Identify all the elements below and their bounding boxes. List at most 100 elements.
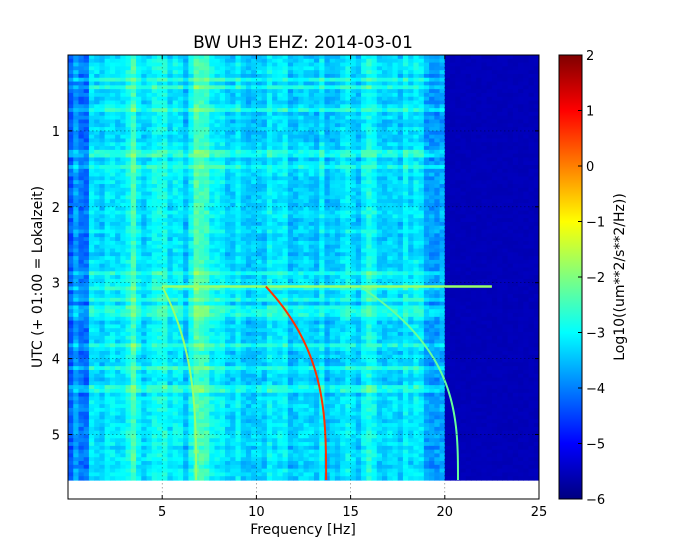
spectrogram-cell xyxy=(214,123,221,128)
spectrogram-cell xyxy=(177,168,184,174)
spectrogram-cell xyxy=(308,104,315,109)
spectrogram-cell xyxy=(198,66,205,71)
spectrogram-cell xyxy=(350,127,357,132)
spectrogram-cell xyxy=(298,138,305,143)
spectrogram-cell xyxy=(465,149,472,155)
spectrogram-cell xyxy=(429,73,435,79)
spectrogram-cell xyxy=(130,81,137,86)
spectrogram-cell xyxy=(486,130,493,136)
spectrogram-cell xyxy=(481,108,488,113)
spectrogram-cell xyxy=(470,70,477,75)
spectrogram-cell xyxy=(402,100,409,105)
spectrogram-cell xyxy=(73,104,80,109)
spectrogram-cell xyxy=(371,146,378,151)
spectrogram-cell xyxy=(387,115,394,121)
spectrogram-cell xyxy=(188,240,195,246)
spectrogram-cell xyxy=(366,58,373,64)
spectrogram-cell xyxy=(518,111,524,117)
spectrogram-cell xyxy=(450,127,456,132)
spectrogram-cell xyxy=(434,153,441,159)
spectrogram-cell xyxy=(293,111,299,117)
spectrogram-cell xyxy=(313,161,320,166)
spectrogram-cell xyxy=(225,225,231,231)
spectrogram-cell xyxy=(293,248,299,253)
spectrogram-cell xyxy=(78,115,85,121)
spectrogram-cell xyxy=(460,89,467,94)
spectrogram-cell xyxy=(366,134,373,140)
spectrogram-cell xyxy=(78,237,85,242)
spectrogram-cell xyxy=(491,134,498,140)
spectrogram-cell xyxy=(230,210,237,215)
spectrogram-cell xyxy=(460,142,467,147)
spectrogram-cell xyxy=(83,157,90,162)
spectrogram-cell xyxy=(282,221,289,227)
spectrogram-cell xyxy=(245,81,252,86)
spectrogram-cell xyxy=(313,191,320,197)
spectrogram-cell xyxy=(156,89,163,94)
spectrogram-cell xyxy=(397,149,404,155)
spectrogram-cell xyxy=(512,252,519,257)
spectrogram-cell xyxy=(230,252,237,257)
spectrogram-cell xyxy=(277,221,284,227)
spectrogram-cell xyxy=(512,149,519,155)
spectrogram-cell xyxy=(83,161,90,166)
spectrogram-cell xyxy=(481,77,488,83)
spectrogram-cell xyxy=(146,248,153,253)
spectrogram-cell xyxy=(397,161,404,166)
spectrogram-cell xyxy=(156,240,163,246)
spectrogram-cell xyxy=(376,203,383,208)
spectrogram-cell xyxy=(434,187,441,193)
spectrogram-cell xyxy=(324,195,331,200)
spectrogram-cell xyxy=(162,252,169,257)
spectrogram-cell xyxy=(188,203,195,208)
spectrogram-cell xyxy=(434,111,441,117)
spectrogram-cell xyxy=(340,203,346,208)
spectrogram-cell xyxy=(444,168,451,174)
spectrogram-cell xyxy=(193,100,200,105)
spectrogram-cell xyxy=(78,100,85,105)
spectrogram-cell xyxy=(230,73,237,79)
spectrogram-cell xyxy=(293,130,299,136)
spectrogram-cell xyxy=(518,58,524,64)
spectrogram-cell xyxy=(109,252,116,257)
spectrogram-cell xyxy=(141,195,148,200)
spectrogram-cell xyxy=(465,130,472,136)
spectrogram-cell xyxy=(298,146,305,151)
spectrogram-cell xyxy=(418,146,425,151)
spectrogram-cell xyxy=(78,157,85,162)
spectrogram-cell xyxy=(68,92,74,98)
spectrogram-cell xyxy=(387,256,394,261)
spectrogram-cell xyxy=(193,119,200,124)
spectrogram-cell xyxy=(319,240,326,246)
spectrogram-cell xyxy=(167,138,174,143)
spectrogram-cell xyxy=(340,180,346,185)
spectrogram-cell xyxy=(94,191,100,197)
spectrogram-cell xyxy=(78,96,85,102)
spectrogram-cell xyxy=(94,172,100,178)
spectrogram-cell xyxy=(455,259,462,265)
spectrogram-cell xyxy=(382,161,388,166)
spectrogram-cell xyxy=(439,73,446,79)
spectrogram-cell xyxy=(439,96,446,102)
spectrogram-cell xyxy=(272,248,278,253)
spectrogram-cell xyxy=(355,180,362,185)
spectrogram-cell xyxy=(251,180,257,185)
spectrogram-cell xyxy=(198,176,205,181)
spectrogram-cell xyxy=(162,100,169,105)
spectrogram-cell xyxy=(172,100,179,105)
spectrogram-cell xyxy=(156,73,163,79)
spectrogram-cell xyxy=(439,100,446,105)
spectrogram-cell xyxy=(146,237,153,242)
spectrogram-cell xyxy=(334,229,341,234)
spectrogram-cell xyxy=(476,237,483,242)
spectrogram-cell xyxy=(219,100,226,105)
spectrogram-cell xyxy=(350,259,357,265)
spectrogram-cell xyxy=(324,233,331,238)
spectrogram-cell xyxy=(376,119,383,124)
spectrogram-cell xyxy=(78,85,85,90)
spectrogram-cell xyxy=(423,130,430,136)
spectrogram-cell xyxy=(533,127,539,132)
spectrogram-cell xyxy=(371,233,378,238)
spectrogram-cell xyxy=(465,157,472,162)
spectrogram-cell xyxy=(115,149,121,155)
